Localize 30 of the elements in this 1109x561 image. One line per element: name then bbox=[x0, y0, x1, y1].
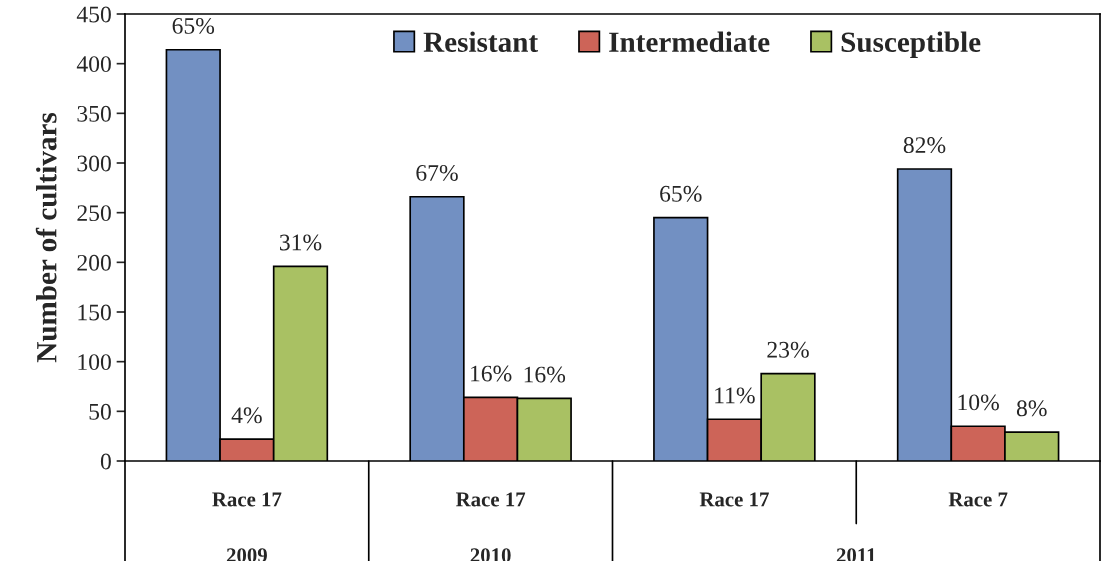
y-tick-label: 450 bbox=[76, 6, 111, 23]
annotation: 67% bbox=[416, 164, 458, 181]
y-tick-label: 50 bbox=[89, 403, 111, 420]
annotation: 23% bbox=[767, 341, 809, 358]
y-tick-label: 200 bbox=[77, 254, 111, 271]
legend-label: Intermediate bbox=[609, 31, 770, 53]
legend-label: Susceptible bbox=[841, 31, 981, 58]
annotation: 31% bbox=[279, 234, 322, 251]
x-tick-label: Race 7 bbox=[948, 492, 1008, 507]
legend-label: Resistant bbox=[423, 31, 539, 53]
annotation: 11% bbox=[715, 387, 755, 404]
annotation: 65% bbox=[660, 185, 702, 202]
annotation: 16% bbox=[524, 366, 566, 383]
x-tick-label: Race 17 bbox=[212, 492, 282, 507]
y-axis-title: Number of cultivars bbox=[35, 112, 57, 363]
annotation: 8% bbox=[1016, 400, 1047, 417]
annotation: 65% bbox=[172, 17, 215, 34]
y-tick-label: 150 bbox=[78, 304, 111, 321]
y-tick-label: 350 bbox=[77, 105, 111, 122]
y-tick-label: 0 bbox=[100, 453, 111, 470]
x-tick-label: Race 17 bbox=[455, 492, 526, 507]
annotation: 10% bbox=[958, 394, 999, 411]
y-tick-label: 100 bbox=[78, 354, 111, 371]
annotation: 16% bbox=[471, 365, 512, 382]
annotation: 82% bbox=[903, 137, 946, 154]
y-tick-label: 400 bbox=[76, 56, 111, 73]
y-tick-label: 300 bbox=[77, 155, 111, 172]
x-tick-label: Race 17 bbox=[699, 492, 769, 507]
annotation: 4% bbox=[231, 407, 262, 424]
y-tick-label: 250 bbox=[77, 205, 111, 222]
